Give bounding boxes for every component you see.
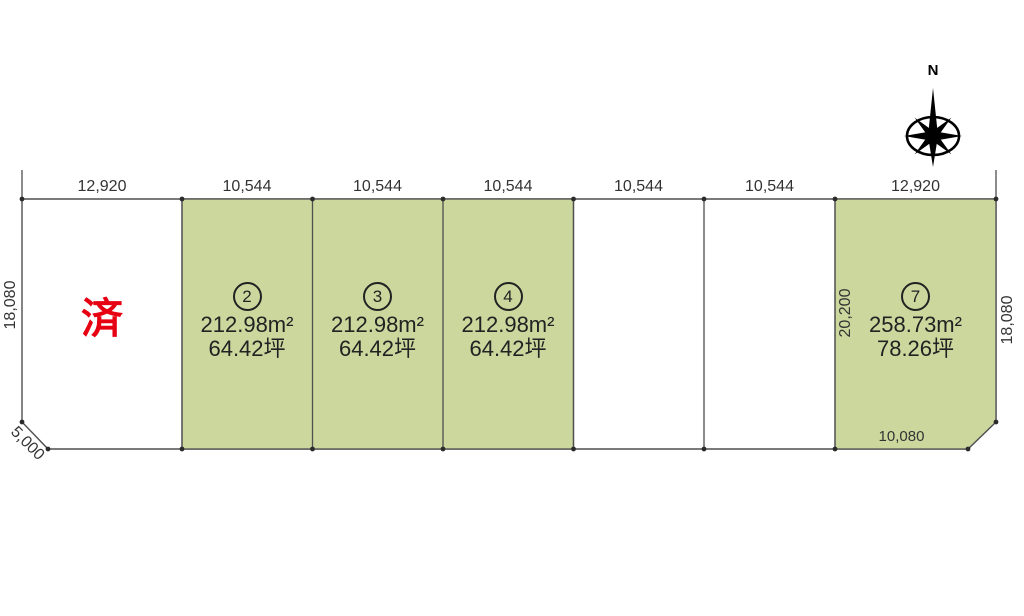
dimension-plot7-bottom-width: 10,080	[878, 428, 925, 445]
plot-3-number-badge: 3	[363, 282, 392, 311]
dimension-right-height: 18,080	[999, 295, 1016, 345]
dimension-left-height: 18,080	[2, 280, 19, 330]
dimension-top-4: 10,544	[483, 178, 533, 195]
plot-4-area: 212.98m²	[461, 312, 555, 337]
compass-rose-icon	[904, 88, 962, 167]
plot-4-label: 4 212.98m² 64.42坪	[443, 282, 573, 361]
plot-2-label: 2 212.98m² 64.42坪	[182, 282, 312, 361]
plot-3-tsubo: 64.42坪	[338, 336, 417, 361]
plot-3-area: 212.98m²	[331, 312, 424, 337]
plot-7-label: 7 258.73m² 78.26坪	[843, 282, 988, 361]
dimension-top-5: 10,544	[614, 178, 663, 195]
dimension-top-7: 12,920	[891, 178, 940, 195]
green-block-plots-2-3-4	[181, 198, 575, 450]
plot-3-label: 3 212.98m² 64.42坪	[312, 282, 443, 361]
dimension-dots	[19, 196, 999, 452]
sold-plot-mark: 済	[80, 295, 123, 342]
plot-7-tsubo: 78.26坪	[876, 336, 955, 361]
plot-2-tsubo: 64.42坪	[208, 336, 286, 361]
compass-north-label: N	[927, 62, 939, 79]
plot-4-number-badge: 4	[493, 282, 523, 311]
dimension-top-2: 10,544	[222, 178, 272, 195]
dimension-top-6: 10,544	[745, 178, 794, 195]
plot-2-area: 212.98m²	[200, 312, 294, 337]
dimension-top-1: 12,920	[77, 178, 127, 195]
plot-2-number-badge: 2	[232, 282, 262, 311]
dimension-top-3: 10,544	[353, 178, 402, 195]
plot-7-number-badge: 7	[901, 282, 930, 311]
plot-4-tsubo: 64.42坪	[469, 336, 547, 361]
plot-7-area: 258.73m²	[869, 312, 962, 337]
